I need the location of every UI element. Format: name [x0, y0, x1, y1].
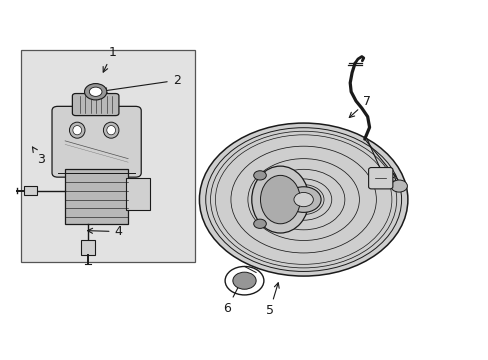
Ellipse shape	[73, 126, 81, 135]
Text: 5: 5	[265, 283, 279, 318]
Bar	[81, 240, 95, 255]
Ellipse shape	[260, 175, 300, 224]
Ellipse shape	[251, 166, 308, 233]
Circle shape	[89, 87, 102, 96]
Text: 8: 8	[375, 172, 395, 185]
Bar	[24, 186, 37, 195]
Circle shape	[199, 123, 407, 276]
Bar	[20, 50, 195, 262]
FancyBboxPatch shape	[52, 106, 141, 177]
Text: 1: 1	[103, 46, 116, 72]
Circle shape	[253, 171, 266, 180]
Text: 7: 7	[348, 95, 370, 117]
Bar	[125, 178, 150, 210]
Ellipse shape	[106, 126, 115, 135]
Circle shape	[84, 84, 106, 100]
Bar	[65, 169, 128, 225]
Circle shape	[232, 272, 256, 289]
FancyBboxPatch shape	[368, 167, 392, 189]
FancyBboxPatch shape	[72, 94, 119, 116]
Circle shape	[285, 187, 321, 212]
Text: 4: 4	[87, 225, 122, 238]
Text: 3: 3	[32, 147, 45, 166]
Text: 2: 2	[102, 74, 180, 93]
Ellipse shape	[103, 122, 119, 138]
Circle shape	[390, 180, 407, 192]
Ellipse shape	[69, 122, 85, 138]
Text: 6: 6	[223, 280, 241, 315]
Circle shape	[293, 193, 313, 207]
Circle shape	[253, 219, 266, 228]
